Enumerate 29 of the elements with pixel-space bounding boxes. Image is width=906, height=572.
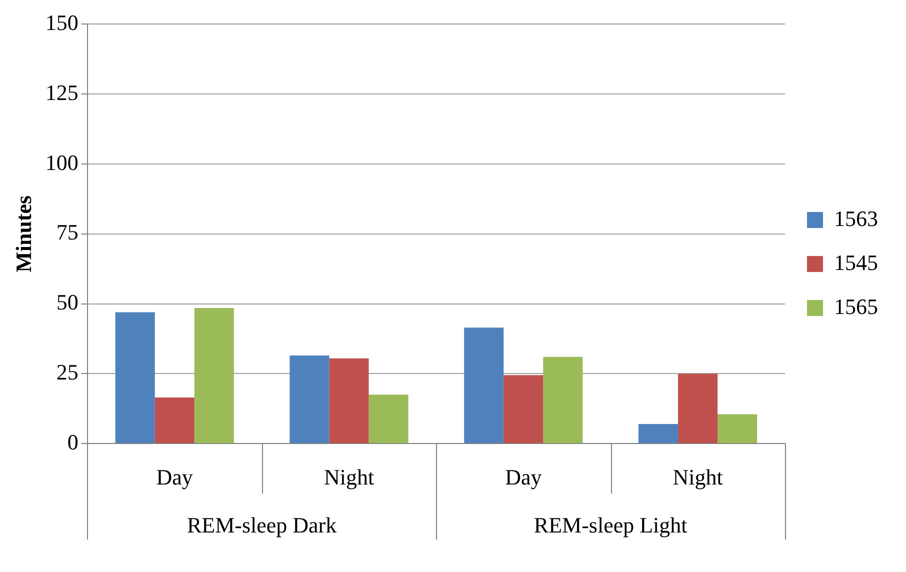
x-tick-label: Day [156,464,193,490]
y-tick-label: 0 [67,429,78,454]
bar [115,312,155,444]
legend-label: 1545 [834,250,878,275]
y-tick-label: 150 [45,10,78,35]
y-axis-title: Minutes [10,194,36,272]
x-tick-label: Night [324,464,374,490]
bar [368,394,408,444]
bar [154,397,194,444]
x-tick-label: Day [505,464,542,490]
bar [464,328,504,444]
text: REM-sleep Light [534,512,688,538]
text: REM-sleep Dark [186,512,337,538]
bar [504,375,544,444]
legend-label: 1565 [834,294,878,319]
y-tick-label: 75 [56,220,78,245]
y-tick-label: 50 [56,290,78,315]
y-tick-label: 25 [56,359,78,384]
bar [678,374,718,444]
legend-label: 1563 [834,206,878,231]
y-tick-label: 100 [45,150,78,175]
y-tick-label: 125 [45,80,78,105]
bar [194,308,234,444]
bar [638,424,678,444]
bar [329,358,369,444]
bar [718,414,758,444]
bar [543,356,583,444]
x-tick-label: Night [672,464,723,490]
bar [290,356,330,444]
